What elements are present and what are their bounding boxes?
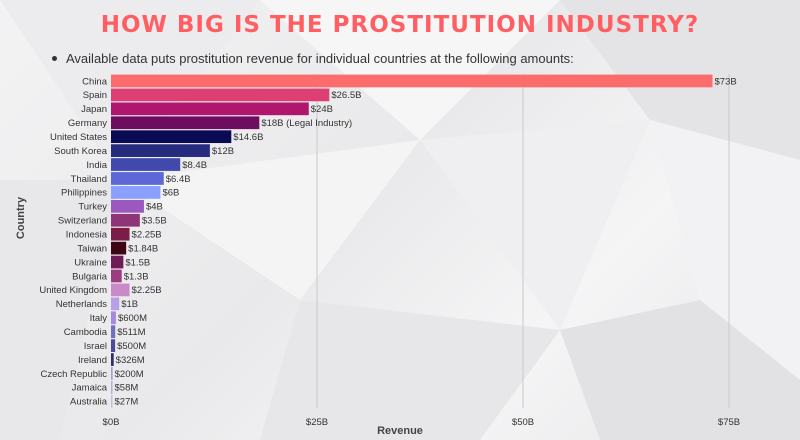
chart-value-labels: $73B $26.5B $24B $18B (Legal Industry) $14.6… [115, 76, 737, 407]
value-label: $14.6B [233, 132, 263, 143]
bar [111, 311, 116, 325]
bar [111, 339, 116, 352]
bar [111, 269, 122, 283]
category-label: Switzerland [58, 216, 107, 227]
value-label: $4B [146, 202, 163, 213]
chart-x-ticks: $0B $25B $50B $75B [103, 417, 741, 428]
value-label: $6.4B [166, 174, 191, 185]
bar [111, 74, 713, 88]
bar [111, 241, 127, 255]
x-tick-label: $50B [512, 417, 534, 428]
x-axis-label: Revenue [377, 425, 423, 437]
value-label: $326M [116, 355, 145, 366]
bar [111, 158, 181, 171]
bar [111, 255, 124, 269]
intro-bullet: Available data puts prostitution revenue… [52, 51, 574, 66]
bar [111, 353, 114, 366]
value-label: $600M [118, 313, 147, 324]
category-label: Spain [83, 90, 107, 101]
chart-bars [111, 74, 713, 408]
bar [111, 227, 130, 241]
value-label: $2.25B [132, 285, 162, 296]
bar [111, 381, 113, 394]
bar [111, 186, 161, 199]
category-label: Ireland [78, 355, 107, 366]
category-label: Cambodia [64, 327, 108, 338]
category-label: Thailand [71, 174, 107, 185]
x-tick-label: $75B [718, 417, 740, 428]
bar [111, 116, 260, 130]
bar [111, 325, 116, 339]
value-label: $1.84B [128, 243, 158, 254]
category-label: Italy [90, 313, 108, 324]
category-label: Israel [84, 341, 107, 352]
bullet-dot [52, 56, 57, 61]
bar [111, 144, 210, 157]
bar [111, 88, 330, 102]
category-label: Indonesia [66, 229, 108, 240]
chart-gridlines [316, 74, 730, 409]
category-label: Taiwan [77, 243, 107, 254]
bar [111, 283, 130, 297]
category-label: United Kingdom [39, 285, 107, 296]
category-label: Czech Republic [40, 369, 107, 380]
category-label: United States [50, 132, 107, 143]
bar [111, 367, 113, 380]
bar [111, 130, 232, 144]
bar [111, 199, 144, 213]
category-label: South Korea [54, 146, 108, 157]
x-tick-label: $25B [306, 417, 328, 428]
value-label: $200M [115, 369, 144, 380]
value-label: $73B [715, 76, 737, 87]
y-axis-label: Country [15, 196, 27, 239]
page-title: HOW BIG IS THE PROSTITUTION INDUSTRY? [100, 12, 700, 38]
bar [111, 172, 164, 185]
value-label: $8.4B [182, 160, 207, 171]
category-label: Australia [70, 397, 108, 408]
value-label: $24B [311, 104, 333, 115]
category-label: Bulgaria [72, 271, 108, 282]
bar [111, 102, 309, 116]
value-label: $58M [115, 383, 139, 394]
value-label: $12B [212, 146, 234, 157]
value-label: $26.5B [331, 90, 361, 101]
category-label: India [86, 160, 107, 171]
bar [111, 297, 120, 311]
value-label: $2.25B [132, 229, 162, 240]
category-label: Jamaica [72, 383, 108, 394]
value-label: $6B [162, 188, 179, 199]
category-label: Turkey [78, 202, 107, 213]
category-label: Netherlands [56, 299, 107, 310]
category-label: Philippines [61, 188, 107, 199]
x-tick-label: $0B [103, 417, 120, 428]
value-label: $18B (Legal Industry) [261, 118, 352, 129]
chart-category-labels: China Spain Japan Germany United States South… [39, 76, 107, 407]
value-label: $3.5B [142, 216, 167, 227]
bar [111, 394, 113, 408]
value-label: $1.5B [125, 257, 150, 268]
value-label: $500M [117, 341, 146, 352]
value-label: $511M [117, 327, 145, 338]
category-label: China [82, 76, 108, 87]
category-label: Germany [68, 118, 107, 129]
bar [111, 213, 140, 227]
category-label: Ukraine [74, 257, 107, 268]
category-label: Japan [81, 104, 107, 115]
value-label: $1B [121, 299, 138, 310]
value-label: $27M [115, 397, 139, 408]
value-label: $1.3B [124, 271, 149, 282]
intro-text: Available data puts prostitution revenue… [66, 51, 574, 66]
